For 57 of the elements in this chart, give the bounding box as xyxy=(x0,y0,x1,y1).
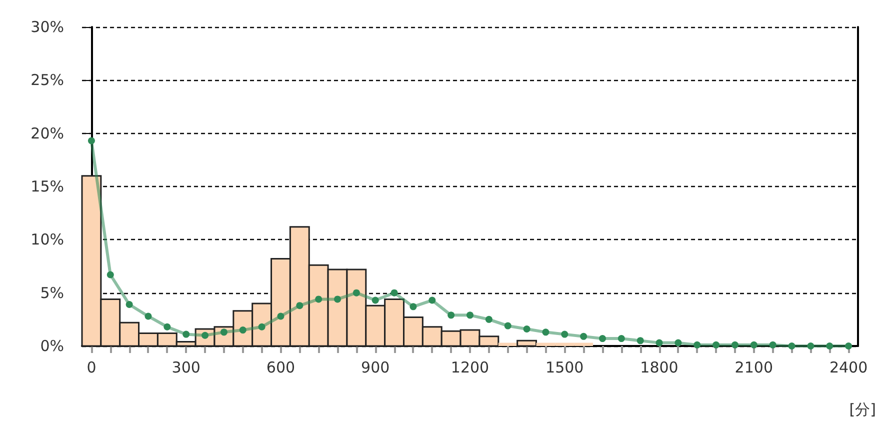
point xyxy=(523,325,530,332)
point xyxy=(164,323,171,330)
point xyxy=(485,316,492,323)
point xyxy=(694,341,701,348)
point xyxy=(277,312,284,320)
y-tick-label: 5% xyxy=(40,284,64,302)
point xyxy=(712,341,720,348)
point xyxy=(580,332,588,340)
point xyxy=(542,328,550,336)
x-tick-label: 2400 xyxy=(829,358,868,376)
point xyxy=(769,341,776,348)
x-tick-label: 2100 xyxy=(734,358,773,376)
x-tick-label: 0 xyxy=(86,358,96,376)
point xyxy=(258,323,266,330)
point xyxy=(220,328,228,336)
point xyxy=(372,296,379,304)
point xyxy=(182,330,190,338)
x-tick-label: 1800 xyxy=(640,358,678,376)
point xyxy=(636,337,644,344)
y-tick-label: 10% xyxy=(30,230,64,249)
y-tick-label: 25% xyxy=(30,71,64,90)
point xyxy=(106,271,114,278)
point xyxy=(352,289,360,296)
point xyxy=(239,326,246,334)
point xyxy=(826,342,834,350)
point xyxy=(334,296,342,303)
point xyxy=(561,330,568,338)
x-tick-label: 1200 xyxy=(450,358,490,376)
point xyxy=(466,312,474,319)
y-tick-label: 20% xyxy=(30,124,64,142)
point xyxy=(656,339,663,346)
y-tick-label: 0% xyxy=(40,337,64,355)
point xyxy=(731,341,738,348)
point xyxy=(448,312,455,319)
point xyxy=(674,339,682,346)
point xyxy=(598,335,606,342)
point xyxy=(618,335,625,342)
point xyxy=(126,301,133,308)
x-tick-label: 1500 xyxy=(546,358,584,376)
point xyxy=(428,296,436,304)
y-tick-label: 15% xyxy=(30,178,64,196)
y-tick-label: 30% xyxy=(30,18,64,36)
point xyxy=(296,302,304,310)
point xyxy=(410,303,417,310)
point xyxy=(315,296,322,303)
point xyxy=(390,289,398,296)
point xyxy=(845,342,852,350)
x-tick-label: 900 xyxy=(361,358,390,376)
x-axis-title: [分] xyxy=(849,400,876,418)
point xyxy=(88,137,95,144)
point xyxy=(788,342,796,350)
point xyxy=(144,312,152,320)
point xyxy=(807,342,814,350)
point xyxy=(750,341,758,348)
x-tick-label: 600 xyxy=(266,358,296,376)
x-tick-label: 300 xyxy=(172,358,200,376)
point xyxy=(504,322,512,330)
